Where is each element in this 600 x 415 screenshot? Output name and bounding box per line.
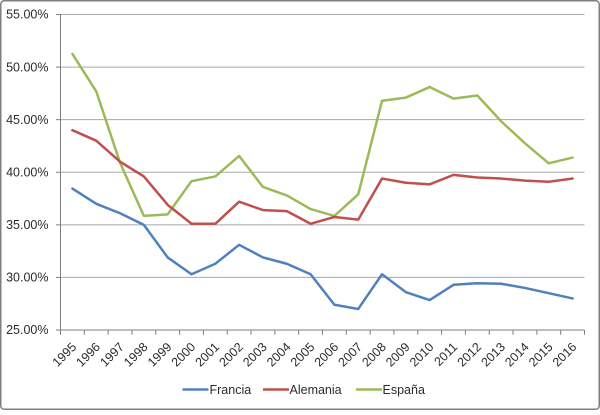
svg-text:35.00%: 35.00%: [6, 218, 48, 232]
svg-text:Francia: Francia: [210, 383, 252, 397]
svg-text:55.00%: 55.00%: [6, 8, 48, 22]
svg-text:30.00%: 30.00%: [6, 271, 48, 285]
svg-text:50.00%: 50.00%: [6, 60, 48, 74]
svg-text:España: España: [383, 383, 425, 397]
svg-text:40.00%: 40.00%: [6, 165, 48, 179]
svg-text:25.00%: 25.00%: [6, 323, 48, 337]
svg-text:Alemania: Alemania: [290, 383, 342, 397]
svg-text:45.00%: 45.00%: [6, 113, 48, 127]
